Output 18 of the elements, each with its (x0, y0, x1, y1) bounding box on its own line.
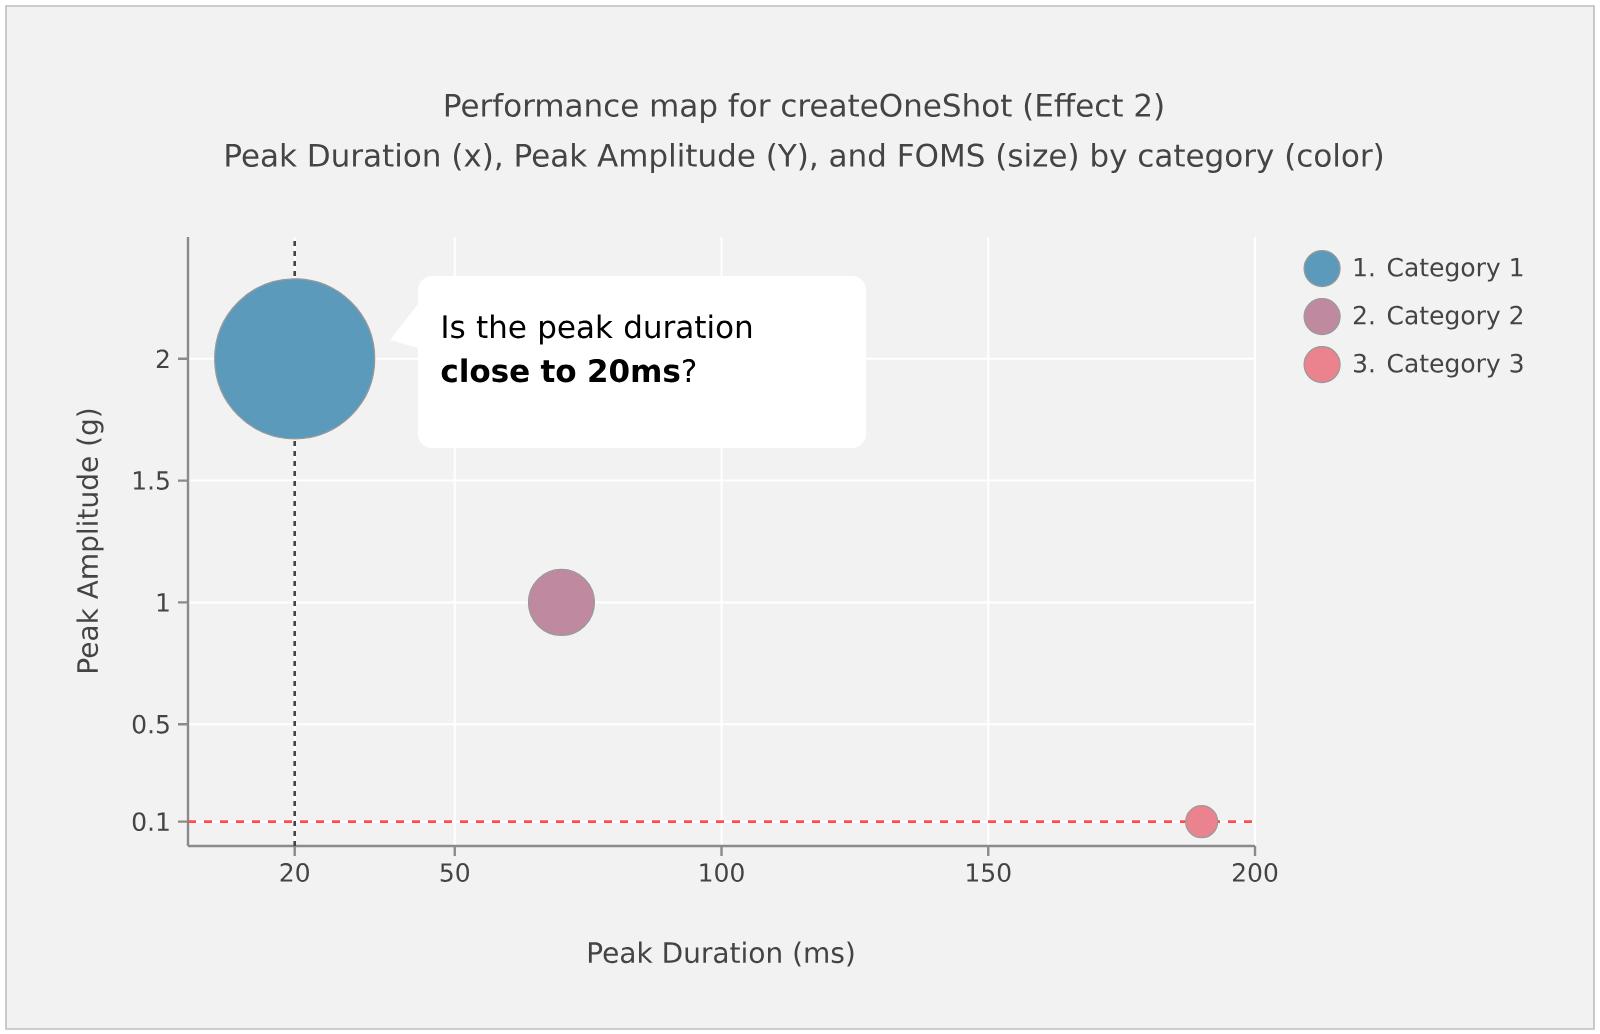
legend-label: 3. Category 3 (1354, 353, 1523, 378)
x-tick-label: 200 (1232, 863, 1278, 882)
x-tick-label: 150 (967, 863, 1011, 882)
y-tick-label: 1 (157, 593, 169, 612)
y-tick-label: 2 (156, 349, 169, 369)
x-tick-label: 20 (280, 863, 309, 882)
legend-label: 2. Category 2 (1353, 305, 1523, 330)
x-tick-label: 100 (700, 863, 744, 882)
chart-subtitle: Peak Duration (x), Peak Amplitude (Y), and FOMS (size) by category (color) (226, 142, 1383, 174)
y-tick-label: 1.5 (133, 471, 169, 490)
y-tick-label: 0.5 (132, 714, 169, 734)
y-axis-title: Peak Amplitude (g) (76, 409, 104, 672)
x-tick-label: 50 (440, 863, 469, 882)
chart-title: Performance map for createOneShot (Effect 2) (445, 92, 1163, 123)
legend-label: 1. Category 1 (1354, 257, 1523, 282)
y-tick-label: 0.1 (132, 812, 169, 832)
annotation: Is the peak duration close to 20ms? (441, 314, 752, 383)
x-axis-title: Peak Duration (ms) (588, 941, 854, 967)
